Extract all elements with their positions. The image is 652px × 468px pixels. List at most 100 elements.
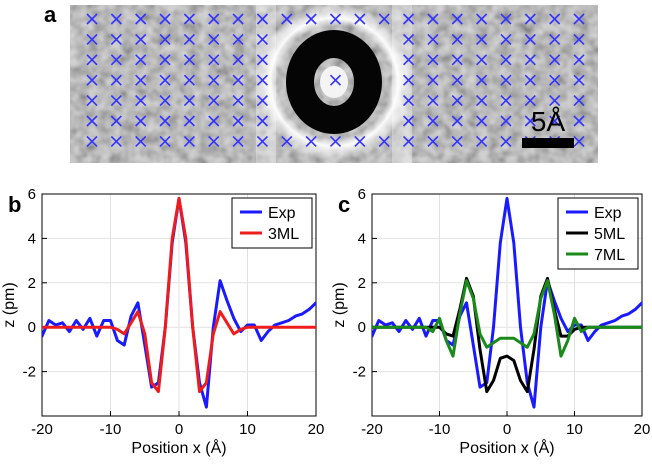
lattice-marker xyxy=(135,54,147,66)
x-tick-label: 10 xyxy=(566,421,583,438)
panel-c-letter: c xyxy=(338,192,350,217)
lattice-marker xyxy=(256,115,269,127)
lattice-marker xyxy=(110,115,122,127)
lattice-marker xyxy=(476,74,488,86)
lattice-marker xyxy=(281,135,293,147)
lattice-marker xyxy=(402,54,415,66)
lattice-marker xyxy=(135,135,147,147)
lattice-marker xyxy=(524,74,536,86)
lattice-marker xyxy=(573,13,585,25)
lattice-marker xyxy=(549,54,561,66)
lattice-marker xyxy=(135,13,147,25)
lattice-marker xyxy=(135,95,147,107)
lattice-marker xyxy=(208,135,220,147)
lattice-marker xyxy=(183,54,195,66)
lattice-marker xyxy=(329,74,342,86)
lattice-marker xyxy=(159,13,171,25)
x-tick-label: 20 xyxy=(634,421,651,438)
lattice-marker xyxy=(110,13,122,25)
legend-entry: 3ML xyxy=(268,226,299,243)
lattice-marker xyxy=(573,74,585,86)
lattice-marker xyxy=(402,74,415,86)
lattice-marker xyxy=(329,135,342,147)
lattice-marker xyxy=(232,13,244,25)
lattice-marker xyxy=(402,13,415,25)
lattice-marker xyxy=(183,95,195,107)
y-tick-label: 0 xyxy=(28,319,36,336)
lattice-marker xyxy=(183,13,195,25)
lattice-marker xyxy=(208,33,220,45)
y-tick-label: 4 xyxy=(28,230,36,247)
lattice-marker xyxy=(208,74,220,86)
lattice-marker xyxy=(573,54,585,66)
lattice-marker xyxy=(232,54,244,66)
lattice-marker xyxy=(159,115,171,127)
lattice-marker xyxy=(427,135,439,147)
x-axis-label: Position x (Å) xyxy=(131,438,226,457)
lattice-marker xyxy=(159,54,171,66)
lattice-marker xyxy=(402,33,415,45)
lattice-marker xyxy=(500,74,512,86)
lattice-marker xyxy=(524,13,536,25)
lattice-marker xyxy=(476,95,488,107)
lattice-marker xyxy=(256,13,269,25)
legend-entry: Exp xyxy=(594,205,622,222)
lattice-marker xyxy=(500,13,512,25)
series-line-7ml xyxy=(372,279,642,358)
y-tick-label: 4 xyxy=(358,230,366,247)
lattice-marker xyxy=(427,33,439,45)
lattice-marker xyxy=(208,54,220,66)
lattice-marker xyxy=(110,95,122,107)
y-tick-label: 6 xyxy=(28,186,36,203)
lattice-marker xyxy=(86,54,98,66)
lattice-marker xyxy=(451,95,463,107)
x-tick-label: 0 xyxy=(503,421,511,438)
lattice-marker xyxy=(256,95,269,107)
lattice-marker xyxy=(500,54,512,66)
y-tick-label: 6 xyxy=(358,186,366,203)
x-tick-label: 0 xyxy=(175,421,183,438)
y-tick-label: -2 xyxy=(353,364,366,381)
lattice-marker xyxy=(232,33,244,45)
lattice-marker xyxy=(183,115,195,127)
y-axis-label: z (pm) xyxy=(1,282,18,327)
lattice-marker xyxy=(256,135,269,147)
lattice-marker xyxy=(427,13,439,25)
lattice-marker xyxy=(135,74,147,86)
series-lines xyxy=(42,196,316,409)
lattice-marker xyxy=(135,115,147,127)
lattice-marker xyxy=(402,115,415,127)
lattice-marker xyxy=(86,95,98,107)
lattice-marker xyxy=(573,95,585,107)
lattice-marker xyxy=(86,74,98,86)
lattice-marker xyxy=(573,115,585,127)
lattice-marker xyxy=(573,135,585,147)
lattice-marker xyxy=(500,115,512,127)
lattice-marker xyxy=(256,54,269,66)
legend-entry: 5ML xyxy=(594,226,625,243)
lattice-marker xyxy=(427,115,439,127)
lattice-marker xyxy=(110,54,122,66)
y-tick-label: 0 xyxy=(358,319,366,336)
lattice-marker xyxy=(549,74,561,86)
y-axis-label: z (pm) xyxy=(331,282,348,327)
lattice-marker xyxy=(86,115,98,127)
lattice-marker xyxy=(256,33,269,45)
lattice-marker xyxy=(549,95,561,107)
lattice-marker xyxy=(451,54,463,66)
lattice-marker xyxy=(427,95,439,107)
lattice-marker xyxy=(427,74,439,86)
y-tick-label: -2 xyxy=(23,364,36,381)
lattice-marker xyxy=(256,74,269,86)
lattice-marker xyxy=(500,33,512,45)
lattice-marker xyxy=(183,74,195,86)
lattice-marker xyxy=(451,115,463,127)
lattice-marker xyxy=(86,33,98,45)
scale-bar xyxy=(522,138,574,148)
lattice-marker xyxy=(427,54,439,66)
x-tick-label: 20 xyxy=(308,421,325,438)
lattice-marker xyxy=(476,135,488,147)
lattice-marker xyxy=(159,74,171,86)
